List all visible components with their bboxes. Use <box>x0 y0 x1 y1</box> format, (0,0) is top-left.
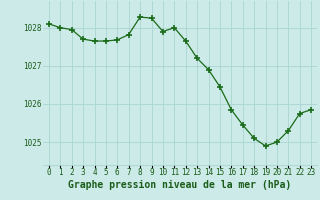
X-axis label: Graphe pression niveau de la mer (hPa): Graphe pression niveau de la mer (hPa) <box>68 180 292 190</box>
